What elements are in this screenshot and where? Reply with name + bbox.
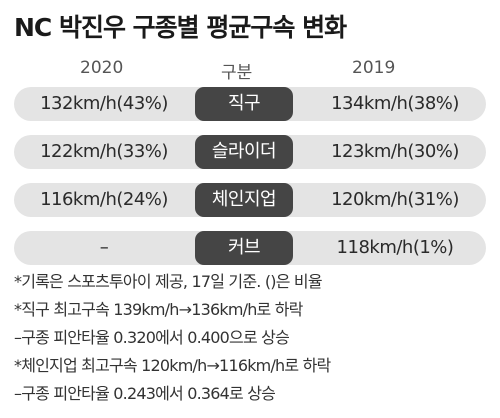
value-2020: 132km/h(43%) xyxy=(40,93,168,114)
value-2019: 123km/h(30%) xyxy=(331,141,459,162)
pitch-table: 132km/h(43%) 직구 134km/h(38%) 122km/h(33%… xyxy=(14,87,486,279)
pitch-label: 커브 xyxy=(195,231,293,265)
footnote: –구종 피안타율 0.320에서 0.400으로 상승 xyxy=(14,328,290,347)
column-header-row: 2020 구분 2019 xyxy=(14,58,486,83)
footnote: *체인지업 최고구속 120km/h→116km/h로 하락 xyxy=(14,356,331,375)
value-2020: – xyxy=(99,237,109,258)
column-header-category: 구분 xyxy=(221,63,253,83)
chart-title: NC 박진우 구종별 평균구속 변화 xyxy=(14,13,347,42)
value-2020: 122km/h(33%) xyxy=(40,141,168,162)
footnote: *직구 최고구속 139km/h→136km/h로 하락 xyxy=(14,300,303,319)
footnote: –구종 피안타율 0.243에서 0.364로 상승 xyxy=(14,384,276,403)
value-2019: 134km/h(38%) xyxy=(331,93,459,114)
column-header-2020: 2020 xyxy=(80,58,124,78)
pitch-label: 체인지업 xyxy=(195,183,293,217)
footnote: *기록은 스포츠투아이 제공, 17일 기준. ()은 비율 xyxy=(14,272,323,291)
value-2019: 120km/h(31%) xyxy=(331,189,459,210)
pitch-label: 직구 xyxy=(195,87,293,121)
table-row-fastball: 132km/h(43%) 직구 134km/h(38%) xyxy=(14,87,486,121)
table-row-changeup: 116km/h(24%) 체인지업 120km/h(31%) xyxy=(14,183,486,217)
value-2019: 118km/h(1%) xyxy=(336,237,454,258)
column-header-2019: 2019 xyxy=(352,58,396,78)
value-2020: 116km/h(24%) xyxy=(40,189,168,210)
pitch-label: 슬라이더 xyxy=(195,135,293,169)
table-row-slider: 122km/h(33%) 슬라이더 123km/h(30%) xyxy=(14,135,486,169)
footnotes: *기록은 스포츠투아이 제공, 17일 기준. ()은 비율 *직구 최고구속 … xyxy=(14,268,490,408)
table-row-curve: – 커브 118km/h(1%) xyxy=(14,231,486,265)
